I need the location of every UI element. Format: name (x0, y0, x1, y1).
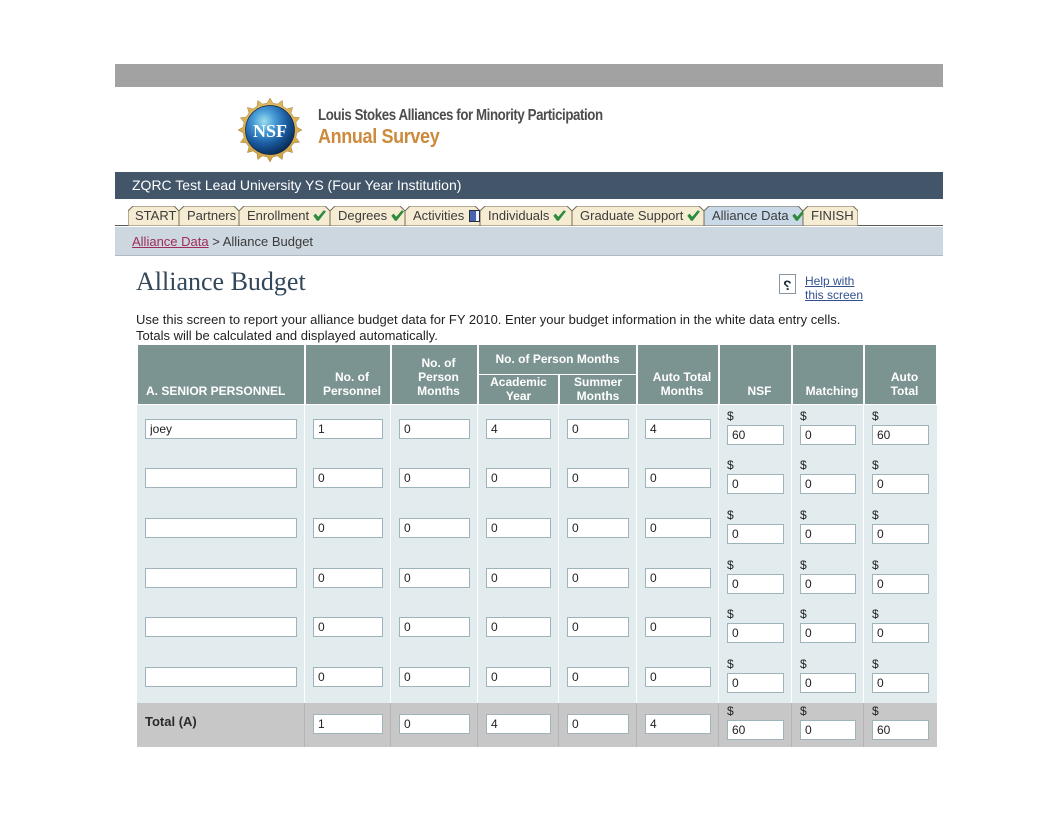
svg-text:NSF: NSF (253, 121, 287, 141)
